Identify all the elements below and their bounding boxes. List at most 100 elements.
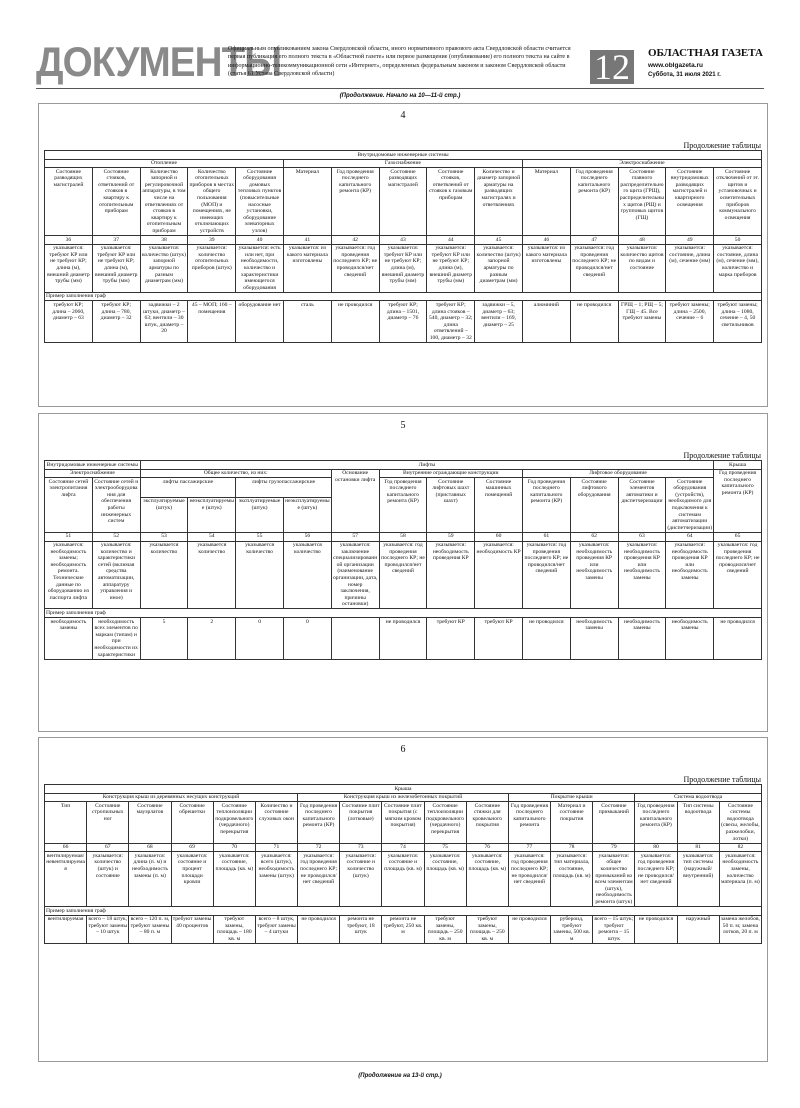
- example-cell: ремонта не требуют, 250 кв. м: [381, 914, 425, 945]
- description-cell: указывается: необходимость проведения КР…: [569, 540, 619, 610]
- example-label: Пример заполнения граф: [44, 291, 762, 302]
- header-row: Тип Состояние стропильных ног Состояние ма…: [43, 801, 763, 844]
- continued-to: (Продолжение на 13-й стр.): [358, 1073, 442, 1079]
- description-cell: указывается: есть или нет, при необходим…: [235, 243, 284, 293]
- example-cell: требуют замены 40 процентов: [170, 914, 214, 945]
- description-cell: указывается: год проведения последнего К…: [569, 243, 619, 293]
- example-cell: ГРЩ – 1; РЩ – 5; ГЩ – 45. Все требуют за…: [617, 300, 667, 344]
- column-number-cell: 36: [44, 235, 93, 245]
- header-cell: лифты грузопассажирские: [235, 477, 332, 498]
- description-cell: указывается: состояние, длина (м), сечен…: [713, 243, 762, 293]
- header-cell: Тип системы водоотвода: [676, 801, 720, 844]
- header-cell: Год проведения последнего капитального р…: [713, 468, 762, 533]
- header-cell: Год проведения последнего капитального р…: [330, 167, 380, 237]
- example-cell: требуют КР; длина – 2060, диаметр – 63: [44, 300, 93, 344]
- description-cell: указывается количество: [235, 540, 284, 610]
- column-number-cell: 82: [718, 842, 763, 853]
- example-cell: алюминий: [521, 300, 571, 344]
- continued-from: (Продолжение. Начало на 10—11-й стр.): [339, 93, 461, 99]
- header-row: Состояние разводящих магистралей Состояни…: [44, 167, 762, 237]
- header-cell: Лифты: [139, 460, 715, 470]
- header-cell: Состояние мауэрлатов: [128, 801, 172, 844]
- header-row: эксплуатируемые (штук) неэксплуатируемые …: [45, 496, 762, 533]
- example-label-row: Пример заполнения граф: [44, 291, 762, 302]
- column-number-cell: 70: [212, 842, 256, 853]
- example-cell: задвижки – 2 штуки, диаметр – 63; вентил…: [139, 300, 189, 344]
- example-cell: оборудование нет: [235, 300, 284, 344]
- column-number-row: 51 52 53 54 55 56 57 58 59 60 61 62 63 64 65: [44, 531, 762, 542]
- example-cell: требуют замены, площадь – 180 кв. м: [212, 914, 256, 945]
- header-cell: Тип: [43, 801, 88, 844]
- column-number-cell: 41: [282, 235, 332, 245]
- table-caption: Продолжение таблицы: [683, 451, 761, 460]
- description-cell: указывается: количество (штук) и состоян…: [86, 851, 130, 908]
- header-cell: Состояние теплоизоляции подкровельного (…: [423, 801, 467, 844]
- description-row: указывается: необходимость замены; необх…: [44, 540, 762, 610]
- example-cell: ремонта не требуют, 18 штук: [339, 914, 383, 945]
- column-number-cell: 55: [235, 531, 284, 542]
- column-number-cell: 49: [665, 235, 715, 245]
- header-row: Состояние сетей электропитания лифта Сост…: [44, 477, 762, 533]
- header-cell: Внутридомовые инженерные системы: [44, 460, 141, 470]
- page-number: 12: [590, 49, 634, 85]
- description-cell: указывается количество: [282, 540, 332, 610]
- column-number-cell: 61: [521, 531, 571, 542]
- header-cell: Лифтовое оборудование: [521, 468, 715, 479]
- description-cell: указывается: год проведения последнего К…: [713, 540, 762, 610]
- column-number-cell: 47: [569, 235, 619, 245]
- description-cell: указывается: необходимость проведения КР…: [665, 540, 715, 610]
- header-cell: лифты пассажирские: [139, 477, 237, 498]
- description-cell: указывается: состояние, площадь (кв. м): [212, 851, 256, 908]
- header-cell: Количество и диаметр запорной арматуры н…: [474, 167, 523, 237]
- description-cell: указывается: год проведения последнего К…: [507, 851, 552, 908]
- header-cell: Состояние сетей электропитания лифта: [44, 477, 93, 533]
- header-cell: Количество отопительных приборов в места…: [187, 167, 237, 237]
- header-cell: Год проведения последнего капитального р…: [378, 477, 428, 533]
- header-row: Электроснабжение Общее количество, из них…: [44, 468, 762, 533]
- header-row: Крыша: [44, 784, 762, 794]
- header-cell: Система водоотвода: [634, 792, 762, 803]
- header-cell: Состояние элементов автоматики и диспетч…: [617, 477, 667, 533]
- header-cell: Состояние лифтовых шахт (приставных шахт…: [426, 477, 476, 533]
- header-cell: Состояние разводящих магистралей: [44, 167, 93, 237]
- column-number-cell: 42: [330, 235, 380, 245]
- data-table: Внутридомовые инженерные системы Лифты Кры…: [44, 460, 762, 660]
- example-cell: 2: [187, 617, 237, 660]
- header-cell: Основание остановки лифта: [330, 468, 380, 533]
- column-number-cell: 46: [521, 235, 571, 245]
- example-cell: необходимость всех элементов по маркам (…: [91, 617, 141, 660]
- header-cell: Состояние оборудования домовых тепловых …: [235, 167, 284, 237]
- header-cell: Состояние стояков, ответвлений от стояко…: [91, 167, 141, 237]
- description-cell: указывается: количество (штук) запорной …: [474, 243, 523, 293]
- example-cell: не проводился: [330, 300, 380, 344]
- header-cell: Год проведения последнего капитального р…: [507, 801, 552, 844]
- column-number-cell: 68: [128, 842, 172, 853]
- example-label: Пример заполнения граф: [44, 906, 762, 916]
- header-cell: Газоснабжение: [282, 158, 523, 169]
- example-cell: 0: [282, 617, 332, 660]
- header-cell: эксплуатируемые (штук): [235, 496, 284, 533]
- description-cell: указывается: год проведения последнего К…: [378, 540, 428, 610]
- example-cell: всего – 15 штук; требуют ремонта – 15 шт…: [592, 914, 636, 945]
- column-number-cell: 74: [381, 842, 425, 853]
- description-cell: указывается: требуют КР или не требуют К…: [378, 243, 428, 293]
- description-cell: указывается количество: [187, 540, 237, 610]
- column-number-cell: 57: [330, 531, 380, 542]
- description-cell: указывается: требуют КР или не требуют К…: [426, 243, 476, 293]
- column-number-cell: 54: [187, 531, 237, 542]
- description-cell: указывается: количество щитов по видам и…: [617, 243, 667, 293]
- example-cell: не проводился: [297, 914, 341, 945]
- header-cell: Состояние стропильных ног: [86, 801, 130, 844]
- example-cell: необходимость замены: [617, 617, 667, 660]
- header-cell: Электроснабжение: [44, 468, 141, 479]
- description-cell: указывается: год проведения последнего К…: [330, 243, 380, 293]
- description-cell: указывается: необходимость проведения КР: [426, 540, 476, 610]
- description-cell: указывается: необходимость замены, колич…: [718, 851, 763, 908]
- header-cell: Состояние отключений от эт. щитов и уста…: [713, 167, 762, 237]
- header-cell: Состояние теплоизоляции подкровельного (…: [212, 801, 256, 844]
- header-cell: Состояние стояков, ответвлений от стояко…: [426, 167, 476, 237]
- example-cell: не проводился: [569, 300, 619, 344]
- column-number-cell: 72: [297, 842, 341, 853]
- example-cell: всего – 18 штук, требуют замены – 10 шту…: [86, 914, 130, 945]
- paper-name: ОБЛАСТНАЯ ГАЗЕТА: [648, 47, 763, 59]
